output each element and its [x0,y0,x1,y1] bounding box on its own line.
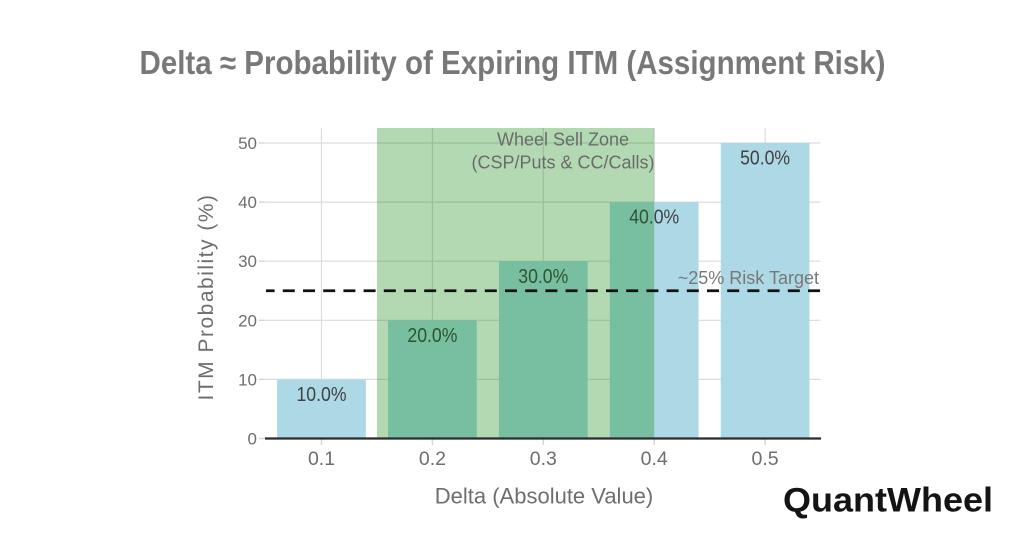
svg-text:0.3: 0.3 [530,448,557,470]
svg-text:20.0%: 20.0% [407,325,457,347]
svg-text:0.5: 0.5 [752,448,779,470]
svg-text:20: 20 [238,311,257,330]
svg-text:Wheel Sell Zone: Wheel Sell Zone [497,130,629,150]
svg-text:0: 0 [248,430,257,449]
svg-text:0.1: 0.1 [308,448,335,470]
svg-text:QuantWheel: QuantWheel [783,482,993,520]
svg-text:Delta ≈ Probability of Expirin: Delta ≈ Probability of Expiring ITM (Ass… [140,44,886,81]
svg-text:50: 50 [238,134,257,153]
svg-text:ITM Probability (%): ITM Probability (%) [195,193,218,400]
svg-text:30.0%: 30.0% [518,266,568,288]
svg-text:10.0%: 10.0% [297,384,347,406]
svg-text:(CSP/Puts & CC/Calls): (CSP/Puts & CC/Calls) [471,153,654,173]
svg-text:40.0%: 40.0% [629,207,679,229]
svg-text:30: 30 [238,252,257,271]
svg-text:10: 10 [238,370,257,389]
svg-text:50.0%: 50.0% [740,148,790,170]
svg-text:0.4: 0.4 [641,448,668,470]
svg-text:0.2: 0.2 [419,448,446,470]
svg-text:40: 40 [238,193,257,212]
svg-text:~25% Risk Target: ~25% Risk Target [678,268,819,288]
svg-text:Delta (Absolute Value): Delta (Absolute Value) [435,484,654,509]
